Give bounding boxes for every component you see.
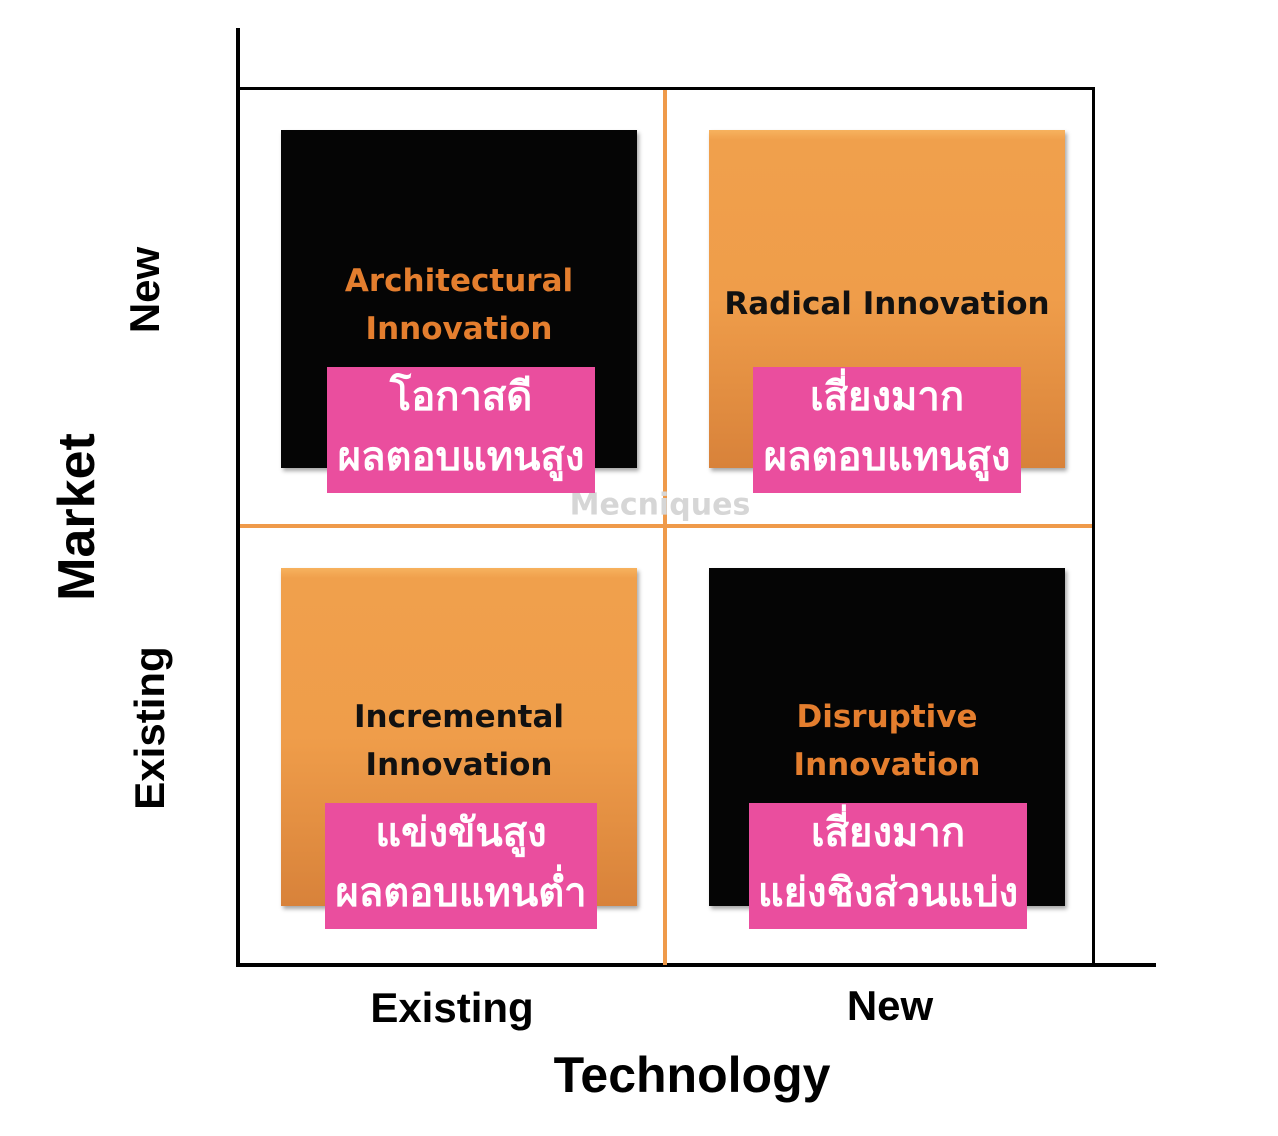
x-axis-line	[236, 963, 1156, 967]
quadrant-note: เสี่ยงมาก แย่งชิงส่วนแบ่ง	[749, 803, 1027, 929]
quadrant-title: Disruptive Innovation	[793, 699, 981, 783]
quadrant-note: แข่งขันสูง ผลตอบแทนต่ำ	[325, 803, 597, 929]
horizontal-divider	[240, 524, 1092, 528]
grid-right-border	[1092, 87, 1095, 965]
y-label-existing: Existing	[126, 646, 173, 810]
grid-top-border	[238, 87, 1095, 90]
x-axis-title: Technology	[553, 1047, 831, 1103]
x-label-new: New	[846, 982, 934, 1029]
y-axis-title: Market	[48, 433, 106, 601]
quadrant-note: เสี่ยงมาก ผลตอบแทนสูง	[753, 367, 1021, 493]
x-label-existing: Existing	[370, 984, 534, 1031]
y-axis-line	[236, 28, 240, 967]
quadrant-title: Architectural Innovation	[344, 263, 574, 347]
watermark: Mecniques	[569, 487, 751, 523]
quadrant-note: โอกาสดี ผลตอบแทนสูง	[327, 367, 595, 493]
y-label-new: New	[121, 246, 168, 334]
quadrant-title: Radical Innovation	[724, 286, 1050, 322]
quadrant-title: Incremental Innovation	[353, 699, 565, 783]
